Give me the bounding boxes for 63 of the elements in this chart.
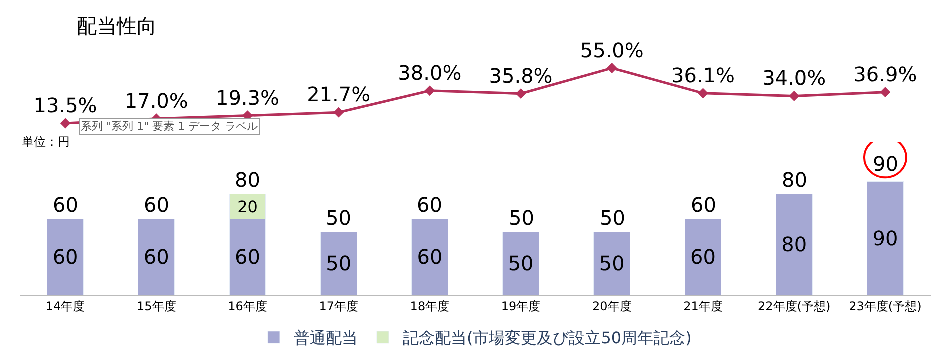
bar bbox=[684, 219, 722, 295]
total-label: 60 bbox=[144, 193, 170, 217]
total-label: 80 bbox=[782, 168, 808, 192]
data-label: 60 bbox=[144, 245, 170, 270]
data-label: 19.3% bbox=[216, 86, 280, 110]
bar bbox=[47, 219, 84, 295]
legend-label: 記念配当(市場変更及び設立50周年記念) bbox=[403, 328, 692, 348]
x-tick-label: 22年度(予想) bbox=[758, 299, 831, 314]
annotation: 系列 "系列 1" 要素 1 データ ラベル bbox=[81, 120, 258, 133]
text: 単位：円 bbox=[22, 135, 70, 149]
bar bbox=[138, 219, 176, 295]
total-label: 60 bbox=[53, 193, 78, 217]
data-label: 38.0% bbox=[398, 60, 462, 85]
point bbox=[606, 63, 618, 74]
point bbox=[60, 118, 71, 129]
data-label: 90 bbox=[873, 152, 898, 176]
x-tick-label: 20年度 bbox=[592, 299, 632, 314]
data-label: 36.9% bbox=[854, 62, 918, 86]
data-label: 50 bbox=[508, 252, 534, 276]
data-label: 20 bbox=[238, 197, 258, 216]
data-label: 34.0% bbox=[762, 66, 826, 90]
bar bbox=[320, 232, 358, 295]
point bbox=[698, 88, 708, 99]
data-label: 13.5% bbox=[34, 94, 98, 118]
total-label: 60 bbox=[691, 193, 716, 217]
data-label: 60 bbox=[235, 245, 260, 270]
chart-title: 配当性向 bbox=[77, 14, 157, 38]
data-label: 60 bbox=[417, 245, 443, 270]
x-tick-label: 14年度 bbox=[46, 299, 86, 314]
point bbox=[424, 86, 436, 96]
total-label: 80 bbox=[235, 168, 260, 192]
x-tick-label: 19年度 bbox=[501, 299, 541, 314]
x-tick-label: 15年度 bbox=[137, 299, 176, 314]
bar bbox=[776, 194, 813, 295]
data-label: 50 bbox=[326, 252, 352, 276]
x-tick-label: 21年度 bbox=[684, 299, 723, 314]
point bbox=[880, 87, 891, 98]
data-label: 21.7% bbox=[307, 82, 371, 107]
x-tick-label: 17年度 bbox=[319, 299, 358, 314]
bar bbox=[866, 181, 904, 295]
data-label: 36.1% bbox=[671, 63, 736, 88]
data-label: 17.0% bbox=[124, 88, 188, 113]
legend-label: 普通配当 bbox=[294, 328, 358, 348]
point bbox=[789, 91, 800, 102]
bar bbox=[502, 232, 540, 295]
data-label: 60 bbox=[52, 245, 78, 270]
bar bbox=[594, 232, 631, 295]
data-label: 50 bbox=[599, 252, 625, 276]
data-label: 55.0% bbox=[580, 38, 644, 62]
total-label: 50 bbox=[326, 206, 352, 230]
x-tick-label: 18年度 bbox=[410, 299, 450, 314]
point bbox=[516, 88, 526, 100]
total-label: 60 bbox=[417, 193, 442, 217]
point bbox=[334, 107, 344, 118]
data-label: 80 bbox=[782, 232, 808, 257]
x-tick-label: 16年度 bbox=[228, 299, 268, 314]
total-label: 50 bbox=[600, 206, 626, 230]
total-label: 50 bbox=[509, 206, 534, 230]
data-label: 60 bbox=[690, 245, 716, 270]
annotation: 90 bbox=[872, 226, 898, 250]
bar bbox=[411, 219, 448, 295]
x-tick-label: 23年度(予想) bbox=[849, 299, 922, 314]
data-label: 35.8% bbox=[489, 64, 553, 88]
